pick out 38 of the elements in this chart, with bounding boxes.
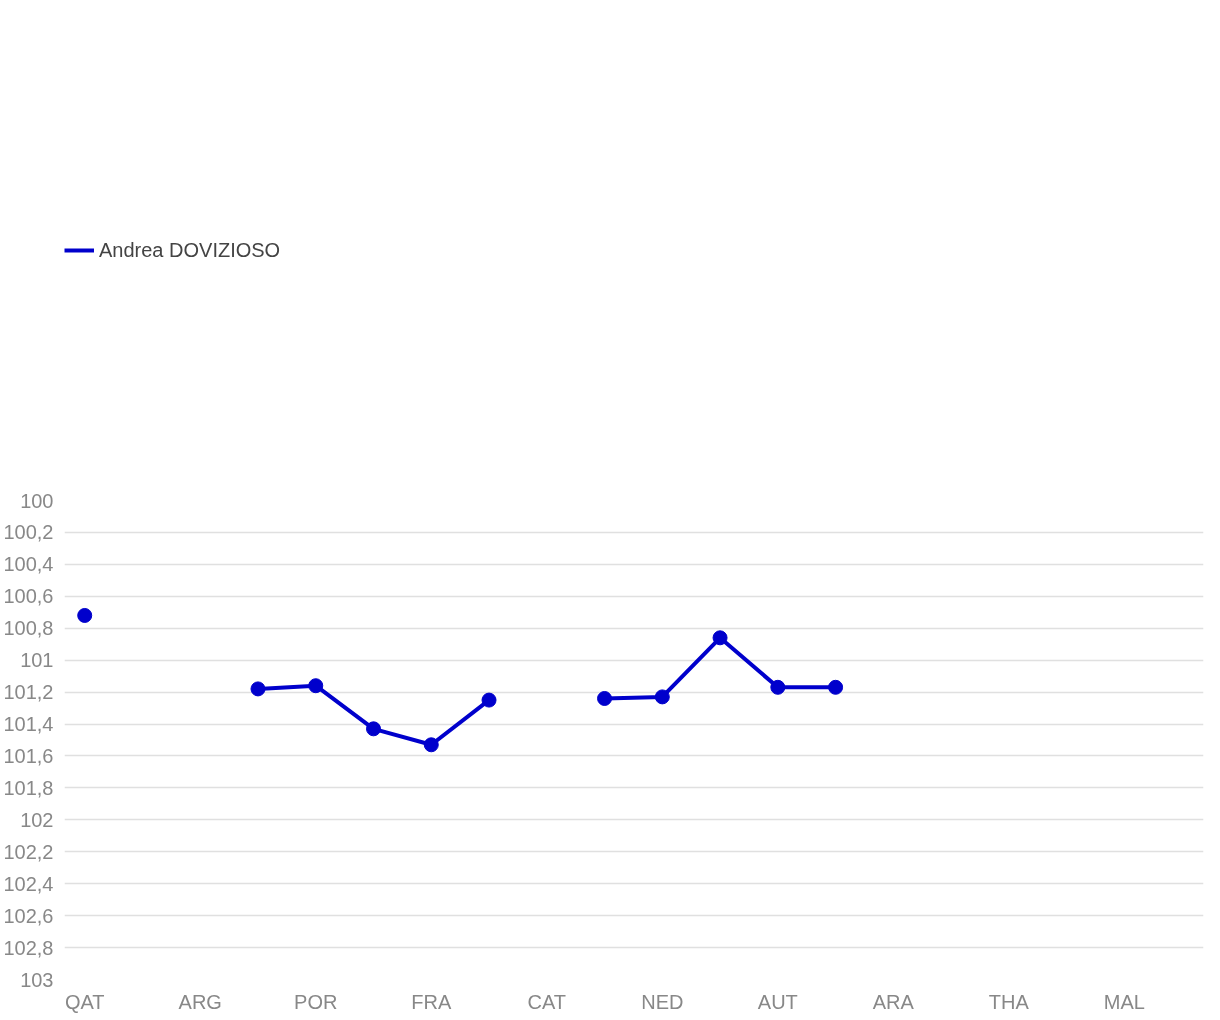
y-tick-label: 100,6 <box>3 585 54 608</box>
point <box>366 721 382 737</box>
y-tick-label: 102 <box>20 808 54 831</box>
y-tick-label: 102,8 <box>3 936 54 959</box>
y-tick-label: 101,8 <box>3 776 54 799</box>
y-tick-label: 100,4 <box>3 553 54 576</box>
x-tick-label: AUT <box>757 990 798 1013</box>
point <box>481 692 497 708</box>
point <box>597 691 613 706</box>
y-tick-label: 101,2 <box>3 681 54 704</box>
x-tick-label: THA <box>988 990 1030 1013</box>
y-tick-label: 101 <box>20 649 54 672</box>
y-tick-label: 100 <box>20 489 54 512</box>
x-tick-label: QAT <box>64 990 105 1013</box>
y-tick-label: 100,2 <box>3 521 54 544</box>
point <box>423 737 439 753</box>
x-tick-label: CAT <box>527 990 567 1013</box>
point <box>77 607 93 623</box>
x-tick-label: ARA <box>872 990 915 1013</box>
y-tick-label: 102,2 <box>3 840 54 863</box>
x-tick-label: NED <box>641 990 684 1013</box>
y-tick-label: 102,6 <box>3 904 54 927</box>
y-tick-label: 101,4 <box>3 713 54 736</box>
point <box>654 689 670 705</box>
x-tick-label: ARG <box>178 990 222 1013</box>
point <box>770 679 786 695</box>
y-tick-label: 103 <box>20 968 54 991</box>
x-tick-label: POR <box>294 990 338 1013</box>
point <box>712 630 728 646</box>
x-tick-label: MAL <box>1103 990 1145 1013</box>
point <box>308 678 324 694</box>
y-tick-label: 102,4 <box>3 872 54 895</box>
y-tick-label: 101,6 <box>3 744 54 767</box>
y-tick-label: 100,8 <box>3 617 54 640</box>
legend-label: Andrea DOVIZIOSO <box>99 238 281 262</box>
x-tick-label: FRA <box>411 990 452 1013</box>
point <box>250 681 266 697</box>
point <box>828 679 844 695</box>
